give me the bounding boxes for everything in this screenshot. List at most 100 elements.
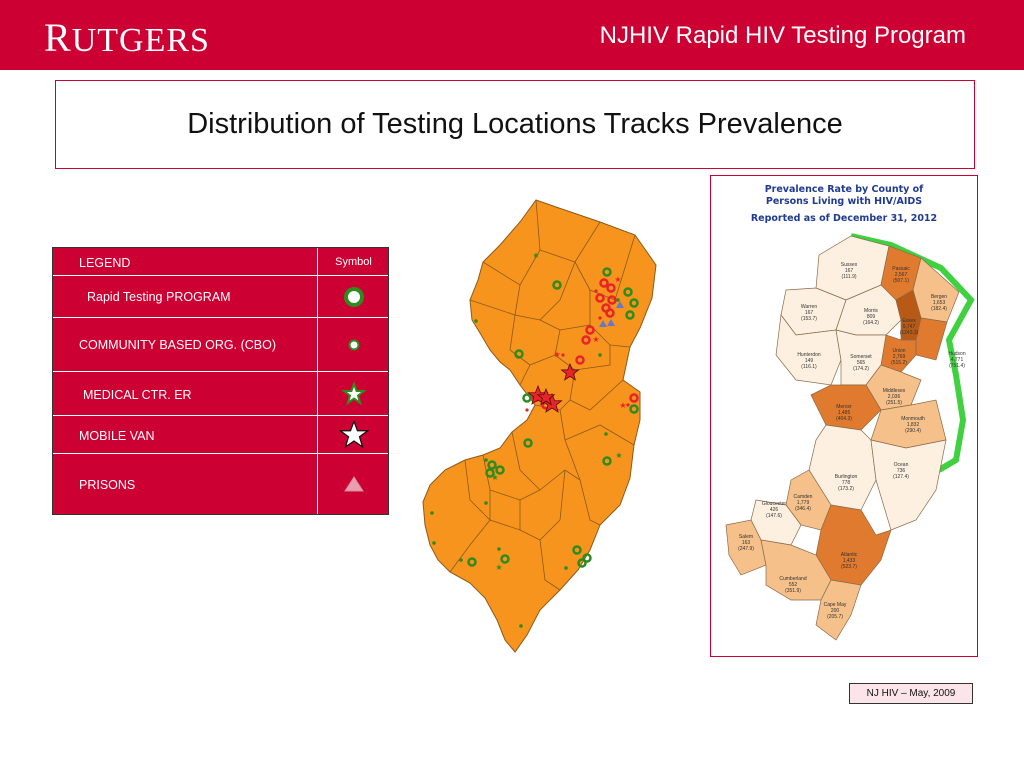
medical-stars-green: ★ ★ ★ ★ [491,251,622,572]
svg-text:★: ★ [532,251,539,260]
label-ocean-rate: (127.4) [893,474,909,480]
label-essex-count: 9,747 [903,324,916,330]
header-bar: RUTGERS NJHIV Rapid HIV Testing Program [0,0,1024,70]
triangle-icon [343,476,364,492]
label-union: Union [892,348,905,354]
legend-heading: LEGEND [79,256,131,270]
label-somerset: Somerset [850,354,872,360]
legend-label: Rapid Testing PROGRAM [87,290,231,304]
label-cape-may-rate: (205.7) [827,614,843,620]
prevalence-counties [725,235,960,641]
legend-label: MOBILE VAN [79,429,155,443]
label-morris-count: 809 [867,314,876,320]
label-somerset-count: 565 [857,360,866,366]
county-hudson [915,317,948,361]
label-camden-count: 1,779 [797,500,810,506]
legend-table: LEGEND Symbol Rapid Testing PROGRAM COMM… [52,247,389,515]
label-gloucester-count: 426 [770,507,779,513]
legend-row-medical: MEDICAL CTR. ER [53,372,388,416]
legend-header-row: LEGEND Symbol [53,248,388,276]
prevalence-title-line1: Prevalence Rate by County of [764,184,924,195]
cbo-red-dots [525,289,630,412]
label-cumberland-count: 552 [789,582,798,588]
prevalence-map-panel: Prevalence Rate by County of Persons Liv… [710,175,978,657]
label-hunterdon-rate: (116.1) [801,364,817,370]
nj-state-shape [422,199,657,653]
label-ocean: Ocean [894,462,909,468]
label-burlington-count: 778 [842,480,851,486]
label-mercer-rate: (404.3) [836,416,852,422]
label-monmouth-count: 1,832 [907,422,920,428]
label-camden-rate: (346.4) [795,506,811,512]
ring-icon [343,286,364,307]
legend-label: MEDICAL CTR. ER [83,388,192,402]
cbo-dots [430,298,620,628]
legend-label: COMMUNITY BASED ORG. (CBO) [79,338,277,352]
label-middlesex: Middlesex [883,388,906,394]
legend-label: PRISONS [79,478,136,492]
svg-text:★: ★ [615,451,622,460]
label-burlington: Burlington [835,474,858,480]
county-labels: Sussex 167 (111.9) Passaic 2,567 (507.1)… [738,262,966,620]
label-warren-rate: (153.7) [801,316,817,322]
label-essex-rate: (1243.3) [900,330,919,336]
label-bergen-count: 1,653 [933,300,946,306]
slide-title: Distribution of Testing Locations Tracks… [187,108,843,140]
label-warren: Warren [801,304,817,310]
label-sussex-rate: (111.9) [841,274,856,280]
label-salem-rate: (247.9) [738,546,754,552]
legend-row-cbo: COMMUNITY BASED ORG. (CBO) [53,318,388,372]
legend-row-prisons: PRISONS [53,454,388,514]
label-hunterdon: Hunterdon [797,352,821,358]
svg-text:★: ★ [495,563,502,572]
label-hudson-rate: (751.4) [949,363,965,369]
label-bergen: Bergen [931,294,947,300]
label-atlantic-count: 1,433 [843,558,856,564]
slide-title-box: Distribution of Testing Locations Tracks… [55,80,975,169]
label-hudson: Hudson [948,351,965,357]
label-gloucester-rate: (147.6) [766,513,782,519]
legend-row-mobile-van: MOBILE VAN [53,416,388,454]
prevalence-map-svg: Sussex 167 (111.9) Passaic 2,567 (507.1)… [725,233,975,641]
label-gloucester: Gloucester [762,501,787,507]
prevalence-title-line2: Persons Living with HIV/AIDS [765,196,923,207]
label-mercer-count: 1,485 [838,410,851,416]
label-hunterdon-count: 149 [805,358,814,364]
nj-map-svg: ★ ★ ★ ★ ★ ★ ★ ★ [422,199,657,653]
label-monmouth-rate: (290.4) [905,428,921,434]
mobile-van-stars [527,362,580,413]
county-ocean [870,439,947,531]
prison-triangles [599,301,624,327]
white-star-icon [338,419,369,448]
label-cumberland: Cumberland [779,576,806,582]
county-cape-may [815,579,862,641]
label-burlington-rate: (173.2) [838,486,854,492]
rapid-testing-green-rings [467,267,639,568]
label-passaic-count: 2,567 [895,272,908,278]
label-sussex: Sussex [841,262,858,268]
label-passaic-rate: (507.1) [893,278,909,284]
svg-text:★: ★ [619,401,626,410]
label-hudson-count: 4,771 [951,357,964,363]
label-sussex-count: 167 [845,268,854,274]
label-bergen-rate: (182.4) [931,306,947,312]
svg-text:★: ★ [491,473,498,482]
label-mercer: Mercer [836,404,852,410]
label-somerset-rate: (174.2) [853,366,869,372]
county-hunterdon [775,314,842,386]
label-union-count: 2,769 [893,354,906,360]
label-cape-may: Cape May [824,602,847,608]
testing-locations-map: ★ ★ ★ ★ ★ ★ ★ ★ [420,195,660,655]
label-ocean-count: 736 [897,468,906,474]
rutgers-logo: RUTGERS [44,15,210,60]
label-passaic: Passaic [892,266,910,272]
source-note: NJ HIV – May, 2009 [849,683,973,704]
label-salem-count: 163 [742,540,751,546]
label-morris-rate: (164.2) [863,320,879,326]
label-essex: Essex [902,318,916,324]
label-camden: Camden [794,494,813,500]
svg-text:★: ★ [553,350,560,359]
program-title: NJHIV Rapid HIV Testing Program [599,22,966,49]
label-union-rate: (515.2) [891,360,907,366]
label-warren-count: 167 [805,310,814,316]
